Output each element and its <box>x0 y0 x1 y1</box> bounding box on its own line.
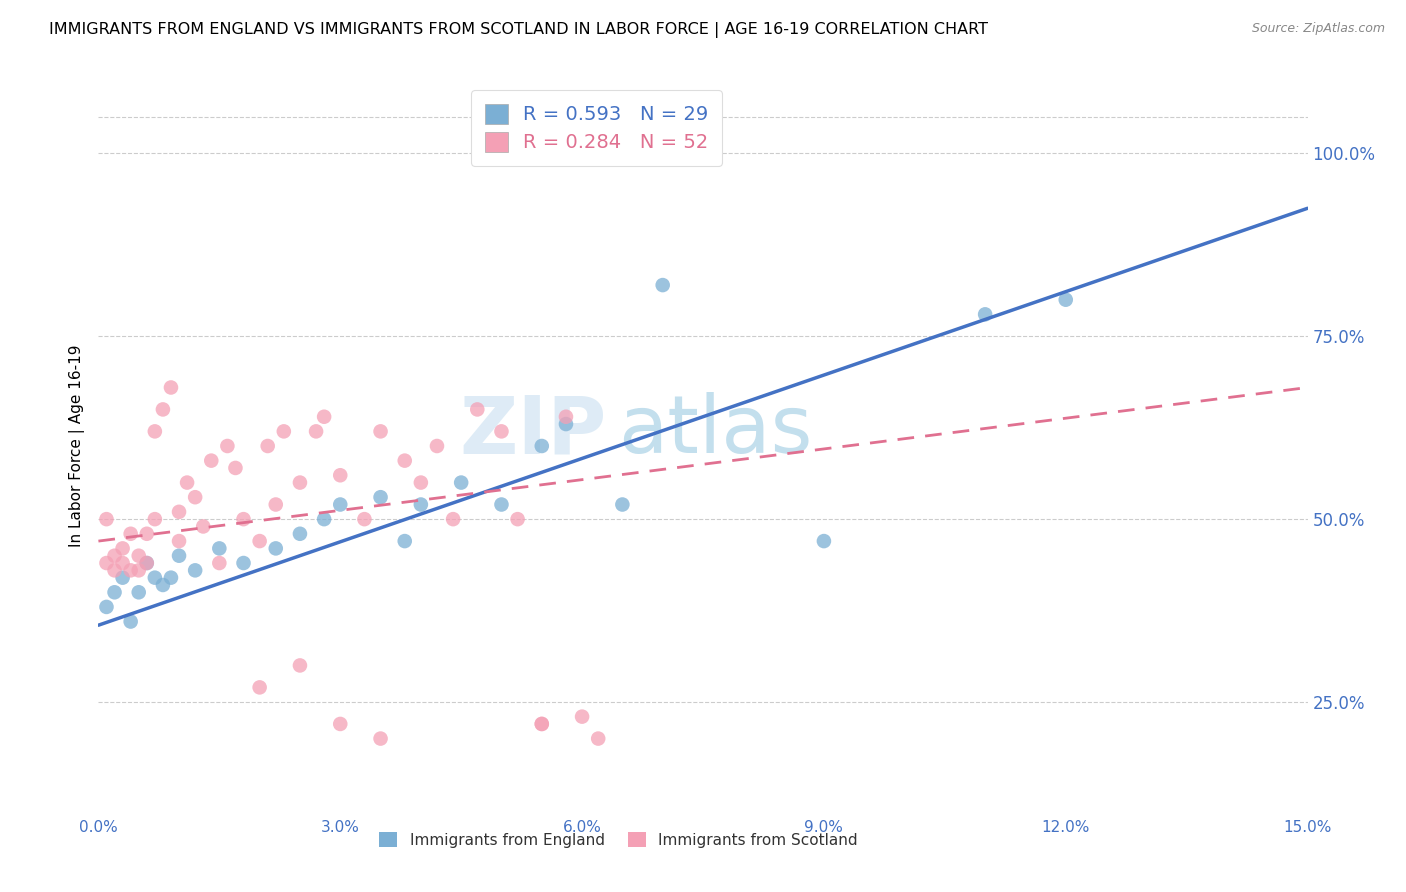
Text: IMMIGRANTS FROM ENGLAND VS IMMIGRANTS FROM SCOTLAND IN LABOR FORCE | AGE 16-19 C: IMMIGRANTS FROM ENGLAND VS IMMIGRANTS FR… <box>49 22 988 38</box>
Point <box>409 475 432 490</box>
Point <box>184 490 207 504</box>
Point <box>264 498 287 512</box>
Point <box>586 731 609 746</box>
Point <box>120 563 142 577</box>
Point <box>128 585 150 599</box>
Point <box>135 556 157 570</box>
Point <box>329 498 352 512</box>
Text: ZIP: ZIP <box>458 392 606 470</box>
Point <box>426 439 449 453</box>
Point <box>120 526 142 541</box>
Point <box>256 439 278 453</box>
Point <box>394 453 416 467</box>
Point <box>370 731 392 746</box>
Point <box>465 402 488 417</box>
Point <box>555 417 578 431</box>
Point <box>1054 293 1077 307</box>
Point <box>612 498 634 512</box>
Point <box>506 512 529 526</box>
Point <box>329 468 352 483</box>
Point <box>152 402 174 417</box>
Point <box>249 681 271 695</box>
Point <box>288 526 311 541</box>
Y-axis label: In Labor Force | Age 16-19: In Labor Force | Age 16-19 <box>69 344 84 548</box>
Point <box>305 425 328 439</box>
Point <box>176 475 198 490</box>
Point <box>441 512 464 526</box>
Point <box>232 556 254 570</box>
Point <box>571 709 593 723</box>
Point <box>103 549 125 563</box>
Point <box>111 556 134 570</box>
Point <box>264 541 287 556</box>
Point <box>491 425 513 439</box>
Point <box>491 498 513 512</box>
Point <box>167 534 190 549</box>
Point <box>160 380 183 394</box>
Point <box>160 571 183 585</box>
Point <box>111 571 134 585</box>
Point <box>273 425 295 439</box>
Point <box>193 519 215 533</box>
Point <box>217 439 239 453</box>
Point <box>128 563 150 577</box>
Point <box>974 307 997 321</box>
Legend: Immigrants from England, Immigrants from Scotland: Immigrants from England, Immigrants from… <box>371 824 865 855</box>
Point <box>288 475 311 490</box>
Point <box>314 409 336 424</box>
Point <box>96 556 118 570</box>
Point <box>167 505 190 519</box>
Point <box>96 512 118 526</box>
Point <box>450 475 472 490</box>
Point <box>135 556 157 570</box>
Point <box>135 526 157 541</box>
Point <box>103 563 125 577</box>
Point <box>409 498 432 512</box>
Point <box>530 439 553 453</box>
Point <box>232 512 254 526</box>
Text: Source: ZipAtlas.com: Source: ZipAtlas.com <box>1251 22 1385 36</box>
Point <box>152 578 174 592</box>
Point <box>530 717 553 731</box>
Point <box>288 658 311 673</box>
Point <box>208 556 231 570</box>
Point <box>224 461 246 475</box>
Point <box>329 717 352 731</box>
Point <box>143 571 166 585</box>
Point <box>249 534 271 549</box>
Point <box>353 512 375 526</box>
Point <box>103 585 125 599</box>
Point <box>394 534 416 549</box>
Point <box>128 549 150 563</box>
Point <box>167 549 190 563</box>
Point <box>314 512 336 526</box>
Point <box>200 453 222 467</box>
Point <box>120 615 142 629</box>
Text: atlas: atlas <box>619 392 813 470</box>
Point <box>530 717 553 731</box>
Point <box>555 409 578 424</box>
Point <box>208 541 231 556</box>
Point <box>184 563 207 577</box>
Point <box>143 425 166 439</box>
Point <box>96 599 118 614</box>
Point <box>370 425 392 439</box>
Point <box>651 278 673 293</box>
Point <box>370 490 392 504</box>
Point <box>111 541 134 556</box>
Point <box>813 534 835 549</box>
Point <box>143 512 166 526</box>
